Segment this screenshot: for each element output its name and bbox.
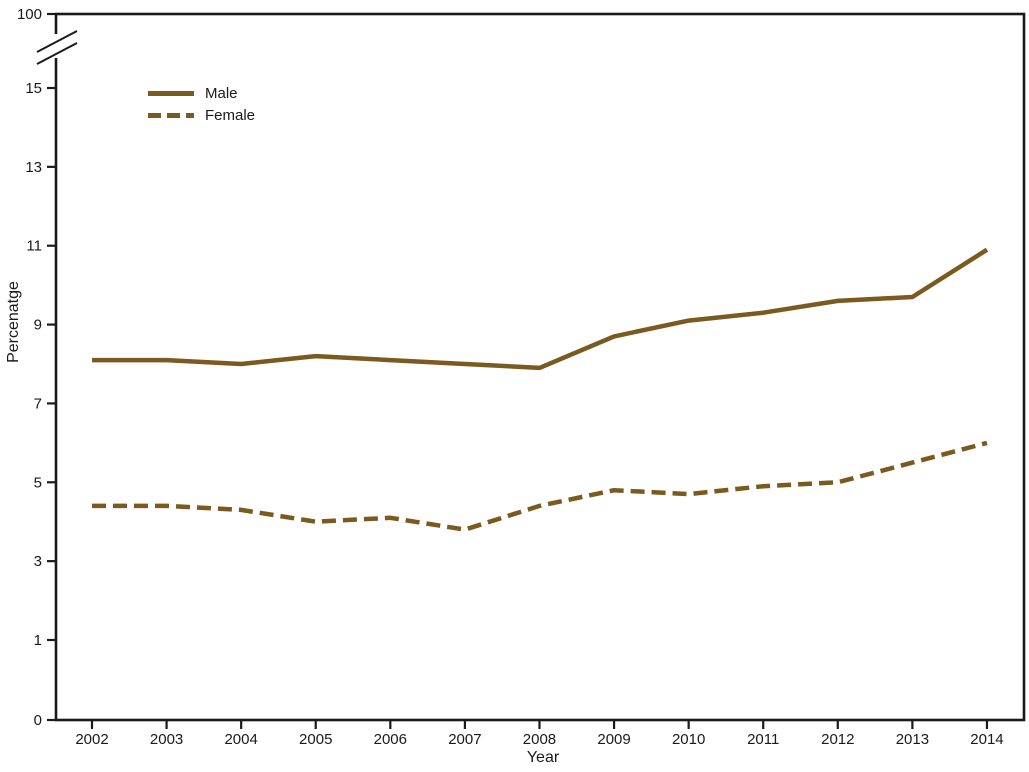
x-tick-label: 2014 [970,731,1003,748]
x-axis-title: Year [526,749,560,766]
y-tick-label: 11 [26,238,42,255]
y-tick-label: 15 [25,80,42,97]
y-tick-label: 9 [34,317,42,334]
y-tick-label: 7 [34,395,42,412]
axis-break-gap [53,34,59,58]
y-tick-label: 3 [34,553,42,570]
y-tick-label: 1 [34,632,42,649]
x-tick-label: 2006 [374,731,407,748]
x-tick-label: 2011 [747,731,779,748]
legend: Male Female [148,82,255,126]
legend-label-female: Female [205,106,256,124]
axis-break-slash [36,42,78,65]
male-line [92,247,989,371]
x-tick-label: 2005 [299,731,332,748]
x-tick-label: 2004 [224,731,257,748]
axis-break-slash [36,30,78,53]
male-line-swatch [148,90,194,96]
female-line-swatch [148,112,194,118]
x-tick-label: 2012 [821,731,854,748]
x-tick-label: 2007 [448,731,481,748]
female-line [92,440,988,532]
legend-label-male: Male [205,84,238,102]
y-tick-label: 13 [25,159,42,176]
x-tick-label: 2003 [150,731,183,748]
y-axis-title: Percenatge [5,281,22,363]
y-tick-label: 100 [17,6,42,23]
x-tick-label: 2010 [672,731,705,748]
legend-item-female: Female [148,104,255,126]
legend-item-male: Male [148,82,255,104]
x-tick-label: 2008 [523,731,556,748]
x-tick-label: 2013 [896,731,929,748]
x-tick-label: 2009 [597,731,630,748]
y-tick-label: 0 [34,712,42,729]
y-tick-label: 5 [34,474,42,491]
x-tick-label: 2002 [75,731,108,748]
